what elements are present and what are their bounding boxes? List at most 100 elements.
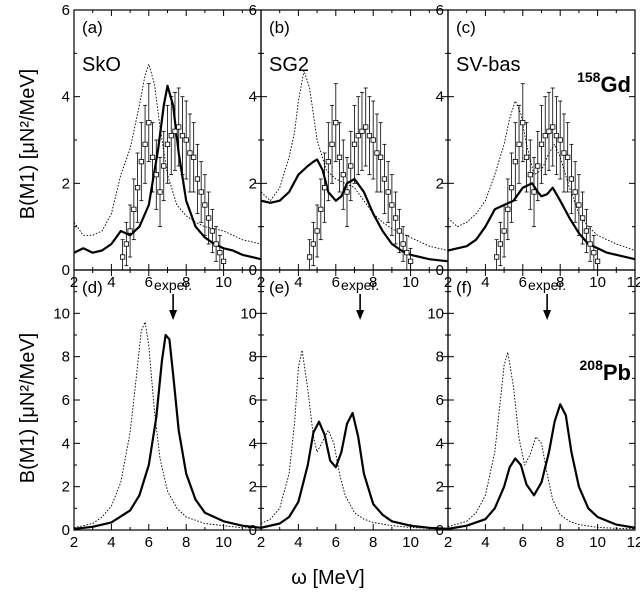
y-tick-label: 6 (249, 392, 257, 409)
data-point (508, 185, 515, 191)
solid-curve (261, 158, 448, 263)
x-tick-label: 10 (402, 534, 419, 551)
y-tick-label: 10 (427, 305, 444, 322)
panel-label: (f) (456, 278, 472, 297)
data-point (520, 120, 526, 126)
nucleus-symbol: Pb (603, 360, 631, 385)
data-point (531, 189, 537, 195)
data-point (565, 154, 571, 160)
y-tick-label: 4 (436, 89, 444, 106)
panel-curves (261, 349, 448, 530)
data-point (344, 189, 350, 195)
data-point (168, 133, 174, 139)
x-tick-label: 12 (627, 534, 640, 551)
y-tick-label: 6 (436, 392, 444, 409)
data-point (595, 258, 601, 264)
data-point (527, 172, 533, 178)
data-point (580, 215, 586, 221)
data-point (400, 241, 406, 247)
data-point (318, 206, 324, 212)
exper-label: exper. (341, 277, 379, 293)
exper-arrow-head (543, 310, 552, 320)
solid-curve (74, 333, 261, 530)
nucleus-label: 158Gd (577, 69, 631, 97)
nucleus-label: 208Pb (580, 357, 631, 385)
x-tick-label: 2 (257, 534, 265, 551)
nucleus-symbol: Gd (600, 72, 631, 97)
data-point (389, 202, 395, 208)
data-point (393, 215, 399, 221)
y-tick-label: 0 (62, 262, 70, 279)
data-point (516, 141, 522, 147)
data-point (396, 228, 402, 234)
y-tick-label: 2 (436, 479, 444, 496)
y-tick-label: 2 (249, 175, 257, 192)
dotted-curve (74, 321, 261, 529)
data-point (183, 137, 189, 143)
x-tick-label: 8 (556, 274, 564, 291)
data-point (568, 176, 575, 182)
data-point (310, 241, 316, 247)
data-point (542, 133, 548, 139)
y-tick-label: 6 (62, 392, 70, 409)
data-point (370, 137, 376, 143)
y-tick-label: 10 (240, 305, 257, 322)
panel-a: 0 2 4 6 2 4 6 8 10 (a) SkO (62, 2, 262, 291)
panel-label: (b) (269, 18, 290, 37)
y-tick-label: 4 (249, 89, 257, 106)
panel-frame (260, 269, 449, 531)
experimental-data (307, 83, 414, 270)
dotted-curve (448, 351, 635, 530)
y-tick-label: 4 (62, 89, 70, 106)
data-point (535, 163, 541, 169)
data-point (366, 133, 373, 139)
experimental-data (494, 83, 601, 270)
y-tick-label: 0 (436, 522, 444, 539)
data-point (164, 141, 171, 147)
x-tick-label: 4 (107, 534, 115, 551)
data-point (333, 120, 339, 126)
data-point (187, 150, 193, 156)
data-point (325, 159, 331, 165)
data-point (209, 228, 215, 234)
nucleus-mass: 208 (580, 357, 604, 373)
x-tick-label: 6 (519, 274, 527, 291)
data-point (538, 141, 545, 147)
panel-curves (74, 63, 261, 270)
data-point (512, 159, 518, 165)
data-point (505, 206, 511, 212)
panel-curves (261, 70, 448, 270)
y-tick-label: 2 (436, 175, 444, 192)
data-point (553, 133, 560, 139)
data-point (127, 228, 133, 234)
experimental-data (120, 83, 227, 270)
x-tick-label: 6 (145, 534, 153, 551)
data-point (220, 258, 227, 264)
y-tick-label: 4 (249, 435, 257, 452)
data-point (587, 241, 593, 247)
exper-arrow-head (356, 310, 365, 320)
data-point (523, 154, 530, 160)
x-axis-title: ω [MeV] (291, 567, 364, 589)
data-point (385, 189, 391, 195)
y-tick-label: 8 (62, 349, 70, 366)
data-point (134, 185, 141, 191)
data-point (142, 141, 148, 147)
data-point (176, 124, 182, 130)
data-point (340, 172, 346, 178)
data-point (307, 254, 313, 260)
panel-label: (c) (456, 18, 476, 37)
data-point (213, 241, 219, 247)
data-point (359, 128, 365, 134)
y-tick-label: 2 (249, 479, 257, 496)
x-tick-label: 10 (402, 274, 419, 291)
nucleus-mass: 158 (577, 69, 601, 85)
data-point (329, 141, 335, 147)
x-tick-label: 12 (627, 274, 640, 291)
x-tick-label: 10 (215, 274, 232, 291)
data-point (123, 241, 129, 247)
